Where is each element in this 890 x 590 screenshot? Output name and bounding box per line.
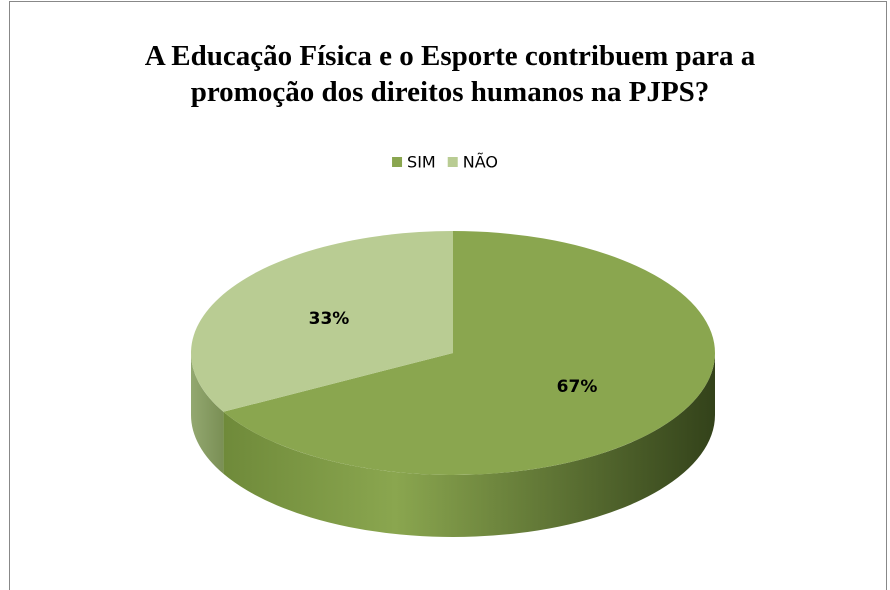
legend-label: SIM xyxy=(407,153,436,172)
pie-side xyxy=(223,353,715,537)
legend-swatch xyxy=(447,157,458,167)
data-label: 33% xyxy=(309,309,350,329)
data-label: 67% xyxy=(557,377,598,397)
pie-slice xyxy=(223,231,715,475)
chart-title: A Educação Física e o Esporte contribuem… xyxy=(144,40,756,108)
legend-label: NÃO xyxy=(463,153,498,172)
pie-slice xyxy=(190,231,453,412)
legend-swatch xyxy=(392,157,403,167)
pie-side xyxy=(191,353,224,474)
chart-border xyxy=(9,1,887,590)
